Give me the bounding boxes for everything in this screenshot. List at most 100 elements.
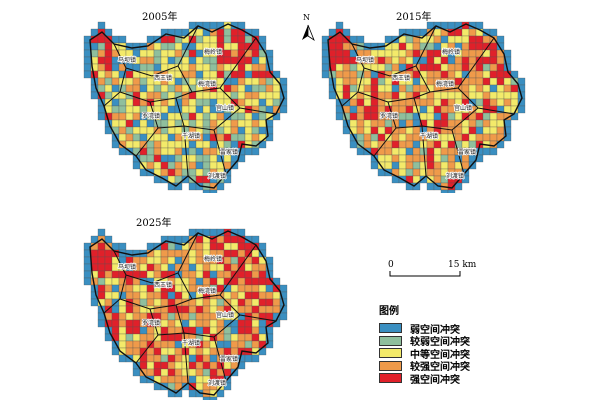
grid-cell	[258, 263, 267, 272]
grid-cell	[167, 35, 176, 44]
grid-cell	[433, 168, 442, 177]
grid-cell	[111, 112, 120, 121]
grid-cell	[237, 91, 246, 100]
grid-cell	[188, 63, 197, 72]
grid-cell	[503, 105, 512, 114]
grid-cell	[118, 98, 127, 107]
grid-cell	[132, 105, 141, 114]
grid-cell	[258, 98, 267, 107]
grid-cell	[482, 119, 491, 128]
grid-cell	[146, 291, 155, 300]
grid-cell	[146, 368, 155, 377]
grid-cell	[412, 28, 421, 37]
grid-cell	[482, 147, 491, 156]
grid-cell	[202, 161, 211, 170]
grid-cell	[209, 147, 218, 156]
grid-cell	[97, 21, 106, 30]
grid-cell	[153, 105, 162, 114]
grid-cell	[160, 161, 169, 170]
grid-cell	[160, 263, 169, 272]
grid-cell	[195, 112, 204, 121]
grid-cell	[195, 35, 204, 44]
map-title-2015: 2015年	[396, 12, 432, 23]
grid-cell	[153, 354, 162, 363]
grid-cell	[349, 105, 358, 114]
county-boundary	[89, 230, 285, 396]
grid-cell	[174, 147, 183, 156]
grid-cell	[174, 49, 183, 58]
grid-cell	[440, 126, 449, 135]
grid-cell	[251, 147, 260, 156]
grid-cell	[202, 347, 211, 356]
grid-cell	[174, 284, 183, 293]
grid-cell	[230, 35, 239, 44]
grid-cell	[125, 119, 134, 128]
grid-cell	[419, 105, 428, 114]
grid-cell	[223, 63, 232, 72]
grid-cell	[160, 298, 169, 307]
grid-cell	[251, 28, 260, 37]
grid-cell	[440, 189, 449, 193]
grid-cell	[174, 333, 183, 342]
grid-cell	[398, 161, 407, 170]
grid-cell	[447, 119, 456, 128]
grid-cell	[335, 21, 344, 30]
grid-cell	[265, 284, 274, 293]
grid-cell	[230, 133, 239, 142]
grid-cell	[251, 263, 260, 272]
map-title-2025: 2025年	[136, 218, 172, 229]
grid-cell	[461, 28, 470, 37]
grid-cell	[195, 63, 204, 72]
grid-cell	[90, 298, 99, 307]
grid-cell	[167, 312, 176, 321]
grid-cell	[384, 119, 393, 128]
grid-cell	[181, 63, 190, 72]
grid-cell	[118, 340, 127, 349]
town-boundary	[213, 129, 227, 175]
grid-cell	[258, 35, 267, 44]
grid-cell	[468, 84, 477, 93]
grid-cell	[244, 291, 253, 300]
grid-cell	[230, 298, 239, 307]
grid-cell	[111, 140, 120, 149]
legend-label: 弱空间冲突	[410, 324, 460, 336]
grid-cell	[391, 56, 400, 65]
grid-cell	[405, 133, 414, 142]
grid-cell	[153, 263, 162, 272]
grid-cell	[188, 154, 197, 163]
town-label: 马坝镇	[118, 56, 136, 64]
town-label: 梅湾镇	[198, 287, 216, 295]
grid-cell	[244, 77, 253, 86]
town-boundary	[119, 298, 193, 310]
grid-cell	[377, 119, 386, 128]
grid-cell	[104, 291, 113, 300]
grid-cell	[482, 98, 491, 107]
grid-cell	[237, 126, 246, 135]
grid-cell	[223, 161, 232, 170]
grid-cell	[447, 161, 456, 170]
grid-cell	[90, 49, 99, 58]
grid-cell	[83, 277, 92, 286]
grid-cell	[237, 249, 246, 258]
grid-cell	[468, 119, 477, 128]
grid-cell	[104, 84, 113, 93]
grid-cell	[237, 49, 246, 58]
grid-cell	[83, 63, 92, 72]
grid-cell	[118, 354, 127, 363]
grid-cell	[195, 98, 204, 107]
grid-cell	[356, 35, 365, 44]
grid-cell	[405, 168, 414, 177]
grid-cell	[132, 270, 141, 279]
grid-cell	[517, 77, 526, 86]
grid-cell	[377, 84, 386, 93]
grid-cell	[258, 242, 267, 251]
grid-cell	[377, 91, 386, 100]
grid-cell	[454, 70, 463, 79]
grid-cell	[475, 91, 484, 100]
grid-cell	[188, 56, 197, 65]
grid-cell	[195, 312, 204, 321]
grid-cell	[426, 161, 435, 170]
grid-cell	[181, 312, 190, 321]
grid-cell	[195, 140, 204, 149]
grid-cell	[188, 98, 197, 107]
